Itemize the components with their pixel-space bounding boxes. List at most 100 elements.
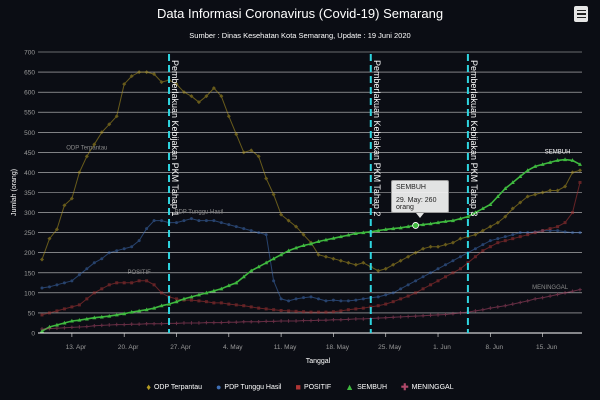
data-point (47, 324, 52, 329)
series-label: PDP Tunggu Hasil (174, 210, 223, 216)
data-point (316, 252, 321, 257)
policy-label: Pemberlakuan Kebijakan PKM Tahap 3 (469, 60, 479, 216)
data-point (219, 94, 224, 99)
data-point (399, 287, 403, 291)
data-point (257, 231, 261, 235)
data-point (40, 257, 44, 262)
data-point (495, 194, 500, 199)
data-point (212, 301, 216, 305)
data-point (428, 221, 433, 226)
data-point (219, 221, 223, 225)
data-point (443, 219, 448, 223)
data-point (115, 281, 119, 285)
data-point (331, 317, 336, 322)
x-tick-label: 25. May (378, 344, 402, 351)
data-point (70, 325, 74, 330)
data-point (175, 221, 178, 225)
data-point (85, 267, 89, 271)
data-point (541, 229, 545, 233)
data-point (309, 241, 313, 246)
data-point (511, 237, 515, 241)
data-point (421, 313, 425, 318)
data-point (47, 236, 52, 241)
data-point (226, 283, 231, 288)
data-point (466, 261, 470, 265)
data-point (189, 321, 194, 325)
data-point (518, 235, 522, 239)
data-point (444, 263, 447, 267)
data-point (62, 281, 66, 285)
data-point (47, 311, 51, 315)
data-point (316, 318, 321, 322)
data-point (182, 219, 186, 223)
data-point (137, 279, 141, 283)
data-point (391, 300, 395, 304)
data-point (189, 217, 193, 221)
data-point (279, 252, 284, 257)
y-tick-label: 0 (31, 331, 35, 338)
data-point (145, 279, 149, 283)
data-point (488, 306, 493, 310)
data-point (578, 180, 582, 184)
data-point (40, 286, 44, 290)
series-label: MENINGGAL (532, 285, 569, 291)
data-point (264, 319, 268, 324)
data-point (286, 218, 291, 223)
x-tick-label: 18. May (326, 344, 350, 351)
legend-item[interactable]: ♦ ODP Terpantau (146, 382, 202, 392)
data-point (279, 319, 283, 323)
data-point (234, 225, 238, 229)
data-point (62, 307, 66, 311)
hamburger-menu-icon[interactable] (574, 6, 588, 22)
data-point (361, 297, 365, 301)
data-point (533, 297, 537, 301)
data-point (85, 324, 89, 329)
data-point (286, 319, 291, 323)
data-point (428, 313, 433, 318)
data-point (354, 317, 358, 321)
data-point (578, 231, 582, 235)
legend-item[interactable]: ✚ MENINGGAL (401, 383, 454, 392)
data-point (204, 300, 208, 304)
data-point (249, 305, 253, 309)
legend-item[interactable]: ▲ SEMBUH (345, 383, 387, 392)
data-point (540, 295, 545, 300)
series-label: SEMBUH (545, 149, 571, 155)
data-point (548, 227, 552, 231)
data-point (107, 313, 112, 318)
data-point (294, 319, 298, 323)
legend-symbol: ♦ (146, 382, 151, 392)
data-point (122, 247, 126, 251)
data-point (212, 320, 216, 325)
data-point (354, 307, 358, 311)
data-point (525, 194, 530, 199)
data-point (144, 70, 149, 75)
data-point (302, 310, 306, 314)
data-point (376, 316, 381, 320)
data-point (294, 245, 299, 250)
legend-item[interactable]: ■ POSITIF (296, 383, 332, 392)
data-point (518, 231, 522, 235)
data-point (540, 162, 545, 166)
data-point (526, 233, 530, 237)
data-point (436, 220, 441, 225)
data-point (129, 322, 134, 326)
data-point (70, 279, 74, 283)
data-point (130, 281, 134, 285)
series-sembuh (40, 157, 582, 333)
data-point (271, 256, 276, 261)
data-point (152, 321, 156, 326)
data-point (391, 315, 395, 320)
data-point (376, 268, 381, 273)
data-point (107, 323, 112, 327)
data-point (354, 298, 358, 302)
data-point (189, 298, 193, 302)
data-point (152, 283, 156, 287)
data-point (376, 304, 380, 308)
series-pdp-tunggu-hasil (40, 217, 582, 303)
data-point (211, 86, 216, 91)
data-point (406, 294, 410, 298)
data-point (556, 225, 560, 229)
data-point (406, 283, 410, 287)
legend-item[interactable]: ● PDP Tunggu Hasil (216, 383, 282, 392)
